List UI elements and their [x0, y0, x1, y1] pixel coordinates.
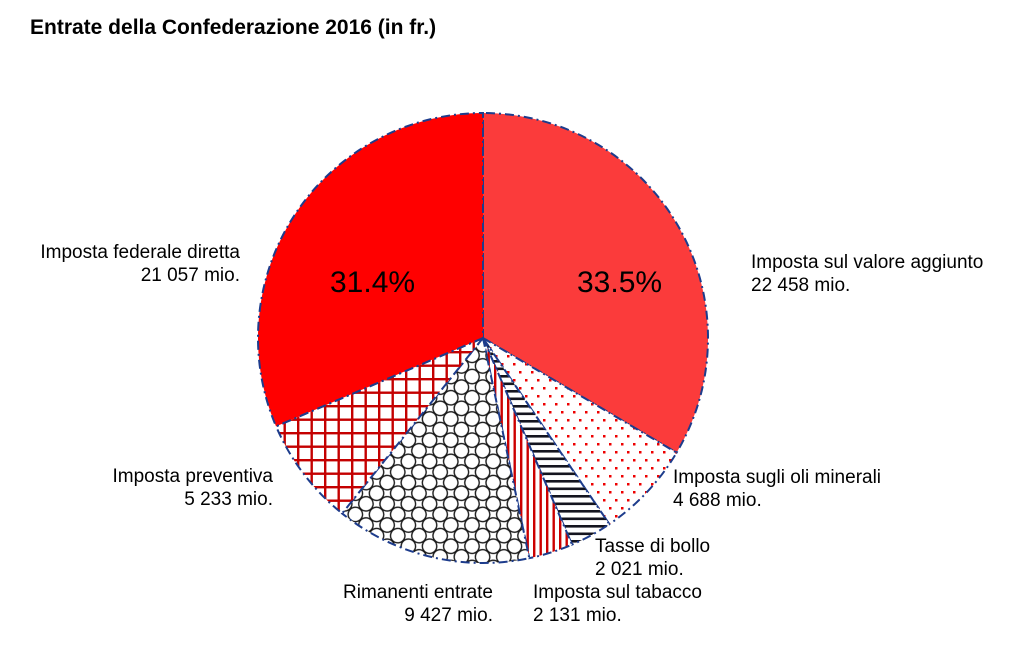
slice-label-preventiva: Imposta preventiva 5 233 mio.	[73, 465, 273, 511]
slice-label-rimanenti-entrate: Rimanenti entrate 9 427 mio.	[293, 581, 493, 627]
chart-title: Entrate della Confederazione 2016 (in fr…	[30, 16, 437, 39]
slice-label-federale-diretta: Imposta federale diretta 21 057 mio.	[18, 241, 240, 287]
pie-slice-2	[482, 337, 611, 546]
slice-label-name: Tasse di bollo	[595, 536, 711, 557]
slice-label-tasse-di-bollo: Tasse di bollo 2 021 mio.	[595, 535, 710, 581]
slice-label-name: Rimanenti entrate	[343, 582, 493, 603]
slice-label-value: 22 458 mio.	[751, 275, 851, 296]
slice-label-name: Imposta sul tabacco	[533, 582, 702, 603]
pie-slice-4	[340, 335, 531, 564]
slice-label-oli-minerali: Imposta sugli oli minerali 4 688 mio.	[673, 466, 881, 512]
pie-percent-label-federale-diretta: 31.4%	[330, 266, 416, 299]
slice-label-value: 2 021 mio.	[595, 559, 684, 580]
slice-label-value: 5 233 mio.	[184, 489, 273, 510]
slice-label-name: Imposta sugli oli minerali	[673, 467, 882, 488]
slice-label-value: 2 131 mio.	[533, 605, 622, 626]
pie-slice-6	[257, 111, 484, 428]
slice-label-value: 4 688 mio.	[673, 490, 762, 511]
pie-slice-1	[482, 337, 678, 526]
pie-slices-group	[257, 111, 709, 564]
pie-slice-3	[482, 337, 574, 560]
slice-label-name: Imposta sul valore aggiunto	[751, 252, 984, 273]
slice-label-value: 21 057 mio.	[140, 265, 240, 286]
slice-label-name: Imposta federale diretta	[40, 242, 240, 263]
pie-slice-5	[274, 337, 484, 515]
slice-label-valore-aggiunto: Imposta sul valore aggiunto 22 458 mio.	[751, 251, 983, 297]
pie-percent-label-valore-aggiunto: 33.5%	[577, 266, 663, 299]
slice-label-value: 9 427 mio.	[404, 605, 493, 626]
pie-slice-0	[482, 111, 709, 455]
slice-label-tabacco: Imposta sul tabacco 2 131 mio.	[533, 581, 702, 627]
slice-label-name: Imposta preventiva	[112, 466, 273, 487]
